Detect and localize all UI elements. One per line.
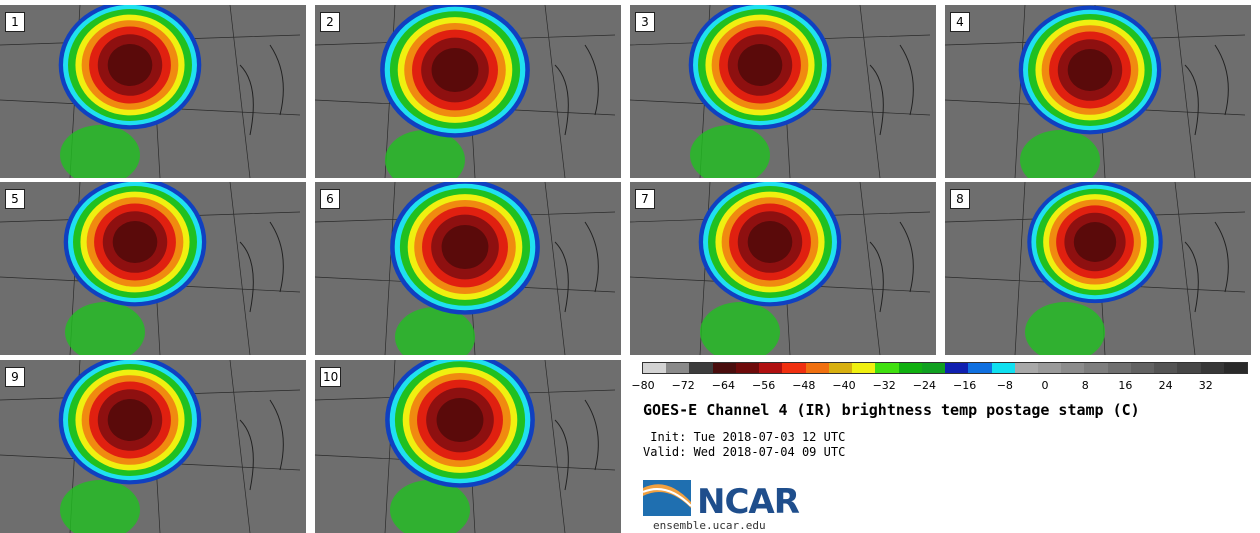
- panel-label: 7: [635, 189, 655, 209]
- colorbar-swatch: [1154, 363, 1178, 373]
- colorbar-tick: 0: [1041, 379, 1049, 392]
- ir-map: [0, 5, 306, 178]
- colorbar-swatch: [898, 363, 922, 373]
- colorbar-swatch: [875, 363, 899, 373]
- colorbar-tick: −48: [792, 379, 816, 392]
- colorbar-swatch: [666, 363, 690, 373]
- ir-map: [630, 182, 936, 355]
- colorbar-swatch: [643, 363, 667, 373]
- valid-time: Valid: Wed 2018-07-04 09 UTC: [643, 445, 846, 459]
- colorbar-swatch: [1061, 363, 1085, 373]
- colorbar-tick: −80: [631, 379, 655, 392]
- colorbar-swatch: [1223, 363, 1248, 373]
- colorbar-swatch: [1200, 363, 1224, 373]
- panel-label: 8: [950, 189, 970, 209]
- ir-map: [315, 360, 621, 533]
- ir-map: [315, 182, 621, 355]
- panel-6: 6: [315, 182, 621, 355]
- site-url[interactable]: ensemble.ucar.edu: [653, 519, 766, 532]
- panel-label: 6: [320, 189, 340, 209]
- colorbar-swatch: [968, 363, 992, 373]
- colorbar-swatch: [1130, 363, 1155, 373]
- colorbar-swatch: [991, 363, 1015, 373]
- colorbar-swatch: [945, 363, 969, 373]
- colorbar-tick: 32: [1198, 379, 1213, 392]
- colorbar-swatch: [759, 363, 783, 373]
- colorbar-swatch: [852, 363, 876, 373]
- panel-9: 9: [0, 360, 306, 533]
- ir-map: [945, 5, 1251, 178]
- chart-title: GOES-E Channel 4 (IR) brightness temp po…: [643, 401, 1140, 419]
- colorbar-swatch: [805, 363, 829, 373]
- colorbar-tick: −40: [832, 379, 856, 392]
- colorbar-tick: −56: [751, 379, 776, 392]
- panel-label: 1: [5, 12, 25, 32]
- colorbar-swatch: [1037, 363, 1062, 373]
- colorbar-swatch: [921, 363, 946, 373]
- panel-4: 4: [945, 5, 1251, 178]
- ir-map: [945, 182, 1251, 355]
- panel-label: 10: [320, 367, 342, 387]
- colorbar-tick: −16: [952, 379, 977, 392]
- panel-label: 9: [5, 367, 25, 387]
- colorbar-swatch: [1107, 363, 1131, 373]
- colorbar-tick: −8: [996, 379, 1013, 392]
- colorbar-tick: 24: [1158, 379, 1173, 392]
- colorbar-swatch: [782, 363, 806, 373]
- panel-7: 7: [630, 182, 936, 355]
- ncar-logo-icon: [643, 480, 692, 516]
- colorbar-tick: −64: [711, 379, 735, 392]
- colorbar-tick: −24: [912, 379, 936, 392]
- panel-label: 2: [320, 12, 340, 32]
- colorbar-swatch: [712, 363, 736, 373]
- colorbar: [642, 362, 1248, 374]
- colorbar-swatch: [735, 363, 760, 373]
- colorbar-swatch: [689, 363, 713, 373]
- colorbar-tick: 8: [1081, 379, 1089, 392]
- panel-1: 1: [0, 5, 306, 178]
- colorbar-swatch: [1084, 363, 1108, 373]
- panel-3: 3: [630, 5, 936, 178]
- colorbar-tick: −72: [671, 379, 695, 392]
- ir-map: [0, 182, 306, 355]
- colorbar-ticks: −80 −72 −64 −56 −48 −40 −32 −24 −16 −8 0 8 16 24 32: [630, 379, 1260, 393]
- panel-5: 5: [0, 182, 306, 355]
- panel-label: 3: [635, 12, 655, 32]
- panel-label: 4: [950, 12, 970, 32]
- colorbar-swatch: [828, 363, 853, 373]
- ncar-logo-text: NCAR: [697, 482, 800, 522]
- panel-10: 10: [315, 360, 621, 533]
- init-time: Init: Tue 2018-07-03 12 UTC: [643, 430, 846, 444]
- colorbar-swatch: [1177, 363, 1201, 373]
- colorbar-swatch: [1014, 363, 1038, 373]
- panel-label: 5: [5, 189, 25, 209]
- ir-map: [630, 5, 936, 178]
- colorbar-tick: −32: [872, 379, 896, 392]
- colorbar-tick: 16: [1118, 379, 1133, 392]
- panel-2: 2: [315, 5, 621, 178]
- ir-map: [315, 5, 621, 178]
- panel-8: 8: [945, 182, 1251, 355]
- ir-map: [0, 360, 306, 533]
